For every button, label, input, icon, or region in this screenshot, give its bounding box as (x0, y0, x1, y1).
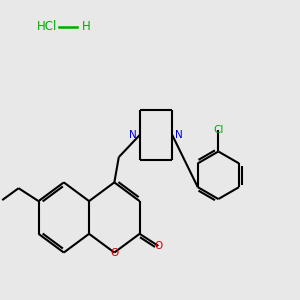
Text: H: H (82, 20, 91, 33)
Text: O: O (110, 248, 118, 257)
Text: O: O (154, 241, 162, 251)
Text: Cl: Cl (213, 125, 224, 135)
Text: N: N (175, 130, 183, 140)
Text: HCl: HCl (37, 20, 58, 33)
Text: N: N (129, 130, 137, 140)
